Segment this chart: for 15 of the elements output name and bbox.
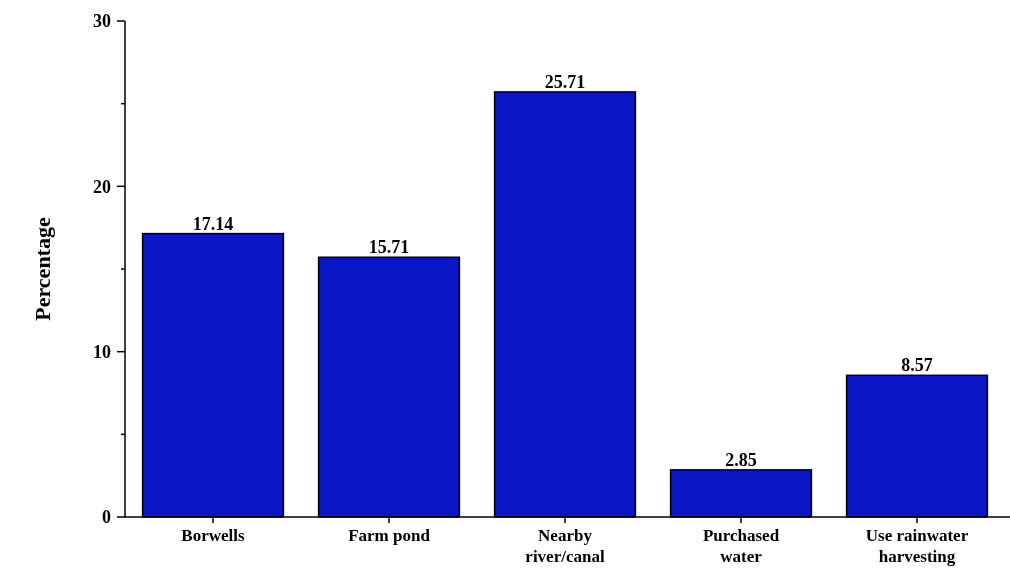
- x-tick-label: Farm pond: [348, 526, 431, 545]
- y-tick-label: 30: [93, 11, 111, 32]
- data-label: 15.71: [368, 237, 410, 258]
- y-tick-label: 20: [93, 176, 111, 197]
- y-tick-label: 0: [102, 507, 111, 528]
- x-tick-label: Borwells: [181, 526, 246, 545]
- y-tick-label: 10: [93, 341, 111, 362]
- x-tick-label: Nearby river/canal: [525, 526, 605, 566]
- y-axis-title: Percentage: [30, 217, 55, 321]
- x-tick-label: Use rainwater harvesting: [865, 526, 969, 566]
- data-label: 8.57: [901, 355, 933, 376]
- data-label: 2.85: [725, 449, 757, 470]
- data-label: 17.14: [192, 213, 234, 234]
- x-tick-label: Purchased water: [702, 526, 780, 566]
- data-label: 25.71: [544, 71, 586, 92]
